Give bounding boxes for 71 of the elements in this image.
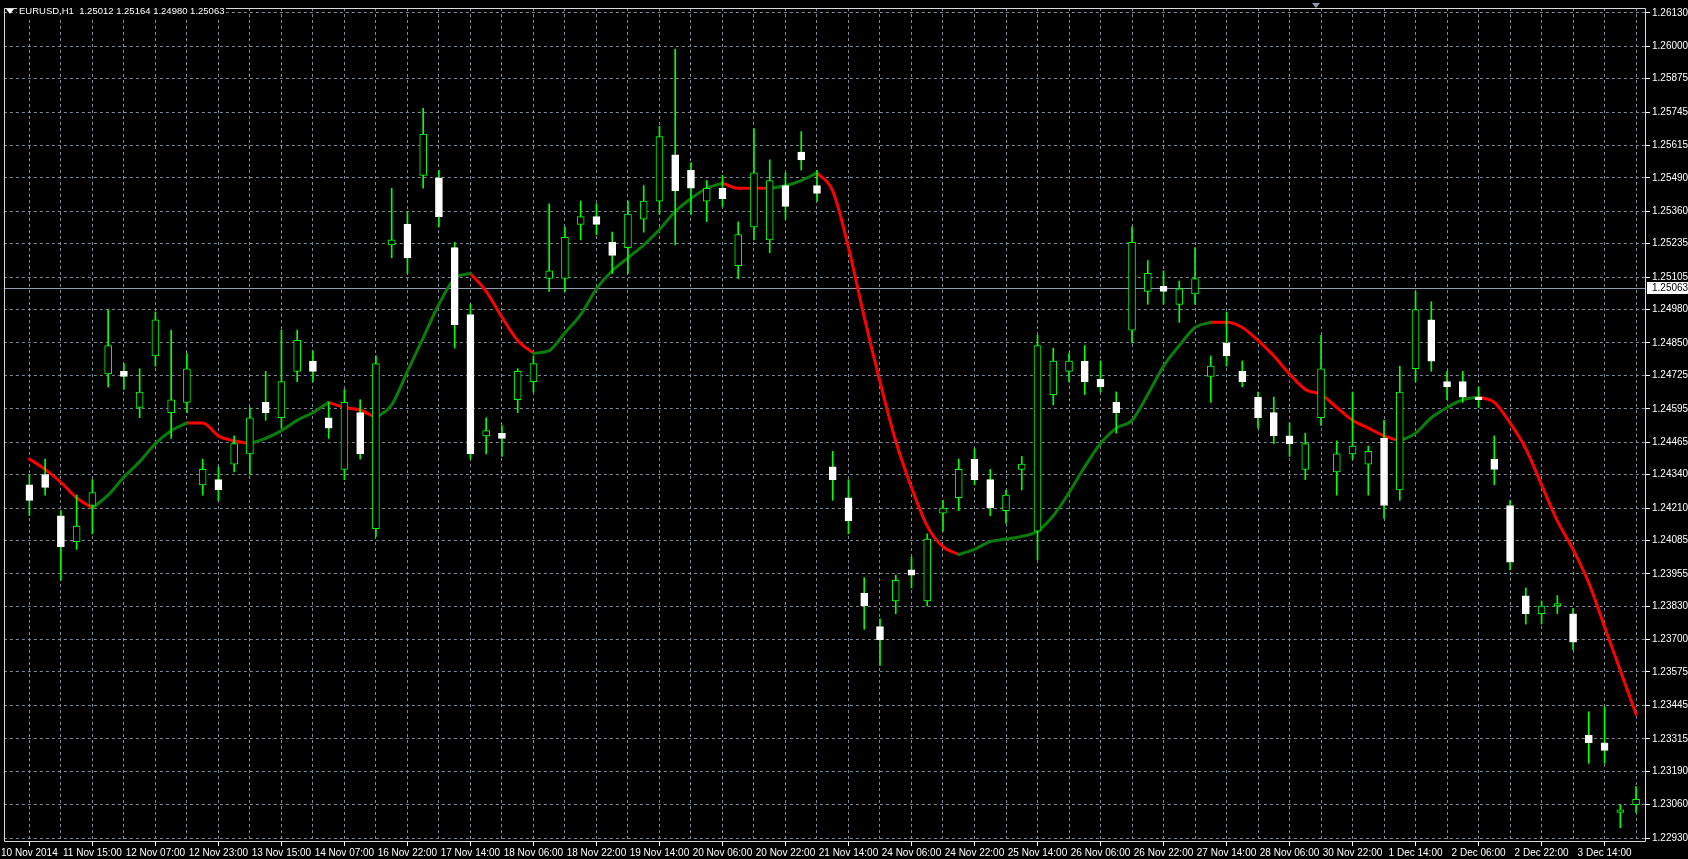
x-tick-label: 19 Nov 14:00 bbox=[629, 846, 690, 858]
y-tick-label: 1.23060 bbox=[1652, 798, 1688, 810]
candlestick bbox=[498, 425, 506, 457]
candlestick bbox=[1443, 371, 1451, 401]
x-tick-label: 17 Nov 14:00 bbox=[440, 846, 501, 858]
x-tick-label: 3 Dec 14:00 bbox=[1577, 846, 1632, 858]
y-tick-label: 1.23445 bbox=[1652, 699, 1688, 711]
y-tick-label: 1.24085 bbox=[1652, 534, 1688, 546]
y-tick-label: 1.26000 bbox=[1652, 40, 1688, 52]
y-tick-label: 1.24725 bbox=[1652, 368, 1688, 380]
x-tick-label: 20 Nov 06:00 bbox=[692, 846, 753, 858]
x-tick-label: 30 Nov 22:00 bbox=[1322, 846, 1383, 858]
x-tick-label: 13 Nov 15:00 bbox=[251, 846, 312, 858]
x-tick-label: 21 Nov 14:00 bbox=[818, 846, 879, 858]
candlestick bbox=[1632, 786, 1640, 813]
x-tick-label: 24 Nov 06:00 bbox=[881, 846, 942, 858]
x-tick-label: 14 Nov 07:00 bbox=[314, 846, 375, 858]
y-tick-label: 1.25875 bbox=[1652, 72, 1688, 84]
y-tick-label: 1.24980 bbox=[1652, 303, 1688, 315]
y-tick-label: 1.24850 bbox=[1652, 336, 1688, 348]
y-tick-label: 1.25360 bbox=[1652, 205, 1688, 217]
y-tick-label: 1.24340 bbox=[1652, 468, 1688, 480]
x-tick-label: 26 Nov 06:00 bbox=[1070, 846, 1131, 858]
candlestick bbox=[797, 131, 806, 171]
candlestick bbox=[860, 577, 869, 630]
x-tick-label: 12 Nov 07:00 bbox=[125, 846, 186, 858]
y-tick-label: 1.23955 bbox=[1652, 567, 1688, 579]
y-tick-label: 1.25745 bbox=[1652, 105, 1688, 117]
candlestick bbox=[939, 499, 947, 532]
x-tick-label: 2 Dec 06:00 bbox=[1451, 846, 1506, 858]
x-tick-label: 27 Nov 14:00 bbox=[1196, 846, 1257, 858]
y-tick-label: 1.23700 bbox=[1652, 633, 1688, 645]
candlestick bbox=[167, 329, 175, 439]
ref-line-label: 1.25063 bbox=[1652, 282, 1688, 294]
y-tick-label: 1.26130 bbox=[1652, 6, 1688, 18]
candlestick bbox=[671, 48, 680, 246]
y-tick-label: 1.24595 bbox=[1652, 402, 1688, 414]
x-tick-label: 18 Nov 22:00 bbox=[566, 846, 627, 858]
y-tick-label: 1.23575 bbox=[1652, 665, 1688, 677]
x-tick-label: 20 Nov 22:00 bbox=[755, 846, 816, 858]
y-tick-label: 1.23190 bbox=[1652, 764, 1688, 776]
candlestick bbox=[1490, 435, 1499, 486]
x-tick-label: 24 Nov 22:00 bbox=[944, 846, 1005, 858]
y-tick-label: 1.23830 bbox=[1652, 599, 1688, 611]
candlestick bbox=[1017, 456, 1026, 491]
x-tick-label: 25 Nov 14:00 bbox=[1007, 846, 1068, 858]
candlestick bbox=[545, 203, 554, 292]
y-tick-label: 1.24210 bbox=[1652, 501, 1688, 513]
y-tick-label: 1.24465 bbox=[1652, 436, 1688, 448]
candlestick bbox=[1616, 804, 1625, 829]
candlestick bbox=[576, 200, 585, 241]
y-tick-label: 1.23315 bbox=[1652, 732, 1688, 744]
candlestick bbox=[120, 363, 128, 390]
x-tick-label: 1 Dec 14:00 bbox=[1388, 846, 1443, 858]
x-tick-label: 11 Nov 15:00 bbox=[63, 846, 123, 858]
chart-title: EURUSD,H1 1.25012 1.25164 1.24980 1.25063 bbox=[17, 5, 227, 17]
y-tick-label: 1.25105 bbox=[1652, 270, 1688, 282]
x-tick-label: 2 Dec 22:00 bbox=[1514, 846, 1569, 858]
candlestick bbox=[482, 417, 491, 455]
candlestick bbox=[1584, 711, 1593, 764]
y-tick-label: 1.25490 bbox=[1652, 171, 1688, 183]
candlestick bbox=[1206, 355, 1215, 403]
x-tick-label: 12 Nov 23:00 bbox=[188, 846, 249, 858]
x-tick-label: 28 Nov 06:00 bbox=[1259, 846, 1320, 858]
x-tick-label: 10 Nov 2014 bbox=[1, 846, 59, 858]
x-tick-label: 26 Nov 22:00 bbox=[1133, 846, 1194, 858]
y-tick-label: 1.25235 bbox=[1652, 237, 1688, 249]
y-tick-label: 1.22930 bbox=[1652, 831, 1688, 843]
x-tick-label: 18 Nov 06:00 bbox=[503, 846, 564, 858]
y-tick-label: 1.25615 bbox=[1652, 139, 1688, 151]
x-tick-label: 16 Nov 22:00 bbox=[377, 846, 438, 858]
